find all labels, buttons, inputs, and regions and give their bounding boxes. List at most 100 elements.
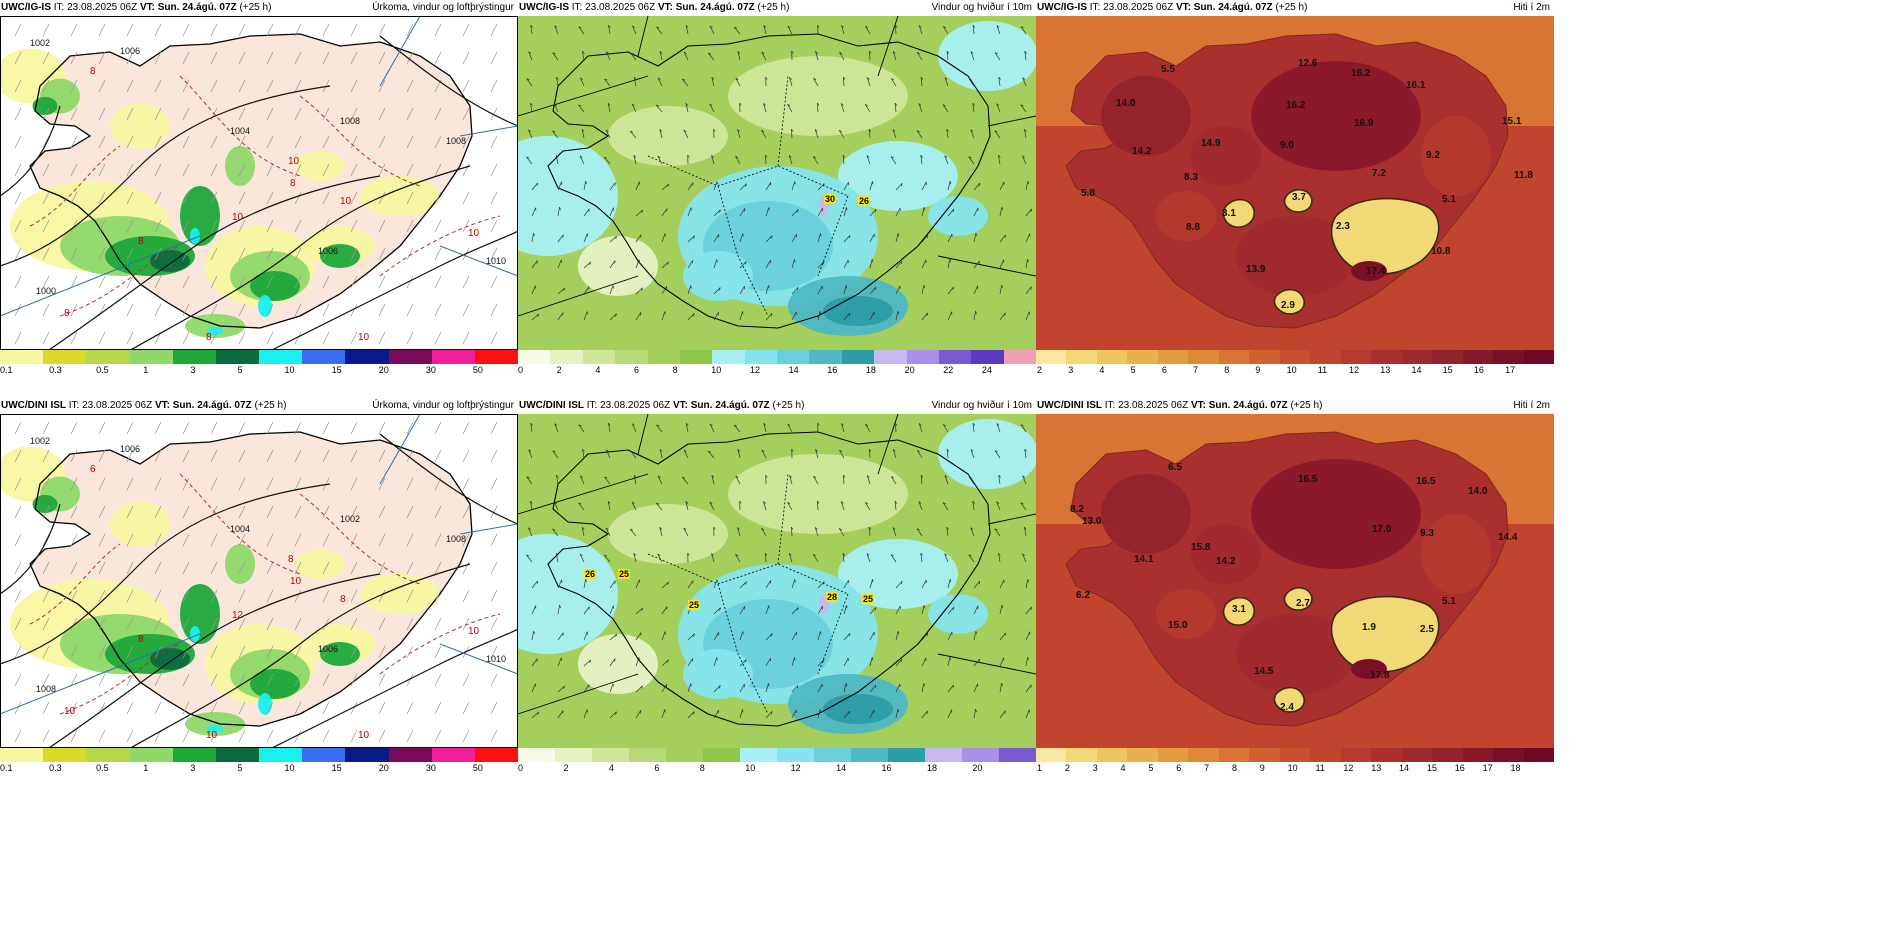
scale-tick-label: 14 xyxy=(788,365,799,375)
color-swatch xyxy=(302,748,346,762)
color-swatch xyxy=(1036,748,1067,762)
temperature-contour-label: 10 xyxy=(64,706,76,717)
lead-time: (+25 h) xyxy=(1290,400,1323,411)
scale-tick-label: 10 xyxy=(711,365,722,375)
panel-title: UWC/DINI ISL IT: 23.08.2025 06Z VT: Sun.… xyxy=(1037,398,1550,414)
temperature-value: 14.0 xyxy=(1116,98,1136,109)
scale-tick-label: 6 xyxy=(654,763,660,773)
color-swatch xyxy=(388,350,432,364)
scale-tick-label: 0.1 xyxy=(0,365,13,375)
color-swatch xyxy=(1157,350,1189,364)
scale-tick-label: 1 xyxy=(1037,763,1043,773)
scale-tick-label: 5 xyxy=(1148,763,1154,773)
precip-map[interactable] xyxy=(0,414,518,748)
isobar-label: 1000 xyxy=(36,286,57,296)
precip-map[interactable] xyxy=(0,16,518,350)
color-swatch xyxy=(1188,748,1219,762)
color-scale-ticks: 0.1 0.3 0.5 1 3 5 10 15 20 30 50 xyxy=(0,364,518,378)
vt-label: VT: xyxy=(1175,2,1194,13)
scale-tick-label: 4 xyxy=(608,763,614,773)
color-swatch xyxy=(1096,748,1128,762)
color-scale-bar xyxy=(0,350,518,364)
color-swatch xyxy=(582,350,616,364)
color-swatch xyxy=(1401,748,1433,762)
scale-tick-label: 16 xyxy=(881,763,892,773)
color-swatch xyxy=(744,350,777,364)
temperature-contour-label: 8 xyxy=(288,554,294,565)
model-name: UWC/IG-IS xyxy=(1,2,51,13)
wind-map[interactable] xyxy=(518,414,1036,748)
color-swatch xyxy=(1188,350,1219,364)
color-swatch xyxy=(999,748,1036,762)
scale-tick-label: 14 xyxy=(1411,365,1422,375)
color-swatch xyxy=(851,748,888,762)
color-swatch xyxy=(431,350,475,364)
temperature-value: 14.2 xyxy=(1216,556,1236,567)
color-swatch xyxy=(1003,350,1036,364)
scale-tick-label: 4 xyxy=(1099,365,1105,375)
scale-tick-label: 0.3 xyxy=(49,763,62,773)
vt-label: VT: xyxy=(657,2,676,13)
temperature-contour-label: 10 xyxy=(290,576,302,587)
gust-label: 25 xyxy=(688,600,701,610)
temperature-value: 14.9 xyxy=(1201,138,1221,149)
lead-time: (+25 h) xyxy=(239,2,272,13)
temperature-value: 11.8 xyxy=(1514,170,1533,181)
color-swatch xyxy=(1310,748,1341,762)
wind-map-panel-bottom: UWC/DINI ISL IT: 23.08.2025 06Z VT: Sun.… xyxy=(518,398,1036,778)
temp-map-panel-bottom: UWC/DINI ISL IT: 23.08.2025 06Z VT: Sun.… xyxy=(1036,398,1554,778)
color-swatch xyxy=(1249,350,1280,364)
color-scale-ticks: 2 3 4 5 6 7 8 9 10 11 12 13 14 15 16 17 xyxy=(1036,364,1554,378)
color-swatch xyxy=(86,350,130,364)
isobar-label: 1004 xyxy=(230,126,251,136)
color-swatch xyxy=(1462,748,1494,762)
scale-tick-label: 8 xyxy=(699,763,705,773)
scale-tick-label: 2 xyxy=(1064,763,1070,773)
temperature-value: 6.2 xyxy=(1076,590,1090,601)
color-swatch xyxy=(888,748,925,762)
scale-tick-label: 0.5 xyxy=(96,763,109,773)
color-swatch xyxy=(1523,350,1554,364)
color-swatch xyxy=(172,350,216,364)
scale-tick-label: 2 xyxy=(556,365,562,375)
temperature-contour-label: 8 xyxy=(138,634,144,645)
it-label: IT: xyxy=(53,2,68,13)
scale-tick-label: 0.1 xyxy=(0,763,13,773)
isobar-label: 1008 xyxy=(340,116,361,126)
color-swatch xyxy=(172,748,216,762)
wind-map[interactable] xyxy=(518,16,1036,350)
color-swatch xyxy=(841,350,875,364)
scale-tick-label: 0.3 xyxy=(49,365,62,375)
color-swatch xyxy=(925,748,962,762)
temperature-value: 15.8 xyxy=(1191,542,1211,553)
field-title: Hiti í 2m xyxy=(1513,2,1550,13)
temp-map[interactable] xyxy=(1036,16,1554,350)
color-swatch xyxy=(43,350,87,364)
isobar-label: 1002 xyxy=(30,38,51,48)
temperature-value: 17.0 xyxy=(1372,524,1392,535)
scale-tick-label: 3 xyxy=(1068,365,1074,375)
temperature-value: 16.9 xyxy=(1354,118,1374,129)
color-swatch xyxy=(1340,350,1372,364)
gust-label: 28 xyxy=(826,592,839,602)
temperature-value: 13.0 xyxy=(1082,516,1102,527)
scale-tick-label: 6 xyxy=(1176,763,1182,773)
color-swatch xyxy=(777,748,814,762)
color-swatch xyxy=(938,350,972,364)
init-time: 23.08.2025 06Z xyxy=(67,2,138,13)
color-swatch xyxy=(1279,748,1311,762)
it-label: IT: xyxy=(1104,400,1119,411)
scale-tick-label: 8 xyxy=(1231,763,1237,773)
temperature-value: 7.2 xyxy=(1372,168,1386,179)
color-swatch xyxy=(712,350,745,364)
scale-tick-label: 30 xyxy=(425,763,436,773)
color-swatch xyxy=(1127,350,1158,364)
temperature-contour-label: 10 xyxy=(468,228,480,239)
color-swatch xyxy=(1036,350,1067,364)
color-swatch xyxy=(809,350,842,364)
it-label: IT: xyxy=(571,2,586,13)
temp-map[interactable] xyxy=(1036,414,1554,748)
temperature-value: 5.8 xyxy=(1081,188,1095,199)
temperature-contour-label: 10 xyxy=(358,730,370,741)
vt-label: VT: xyxy=(139,2,158,13)
